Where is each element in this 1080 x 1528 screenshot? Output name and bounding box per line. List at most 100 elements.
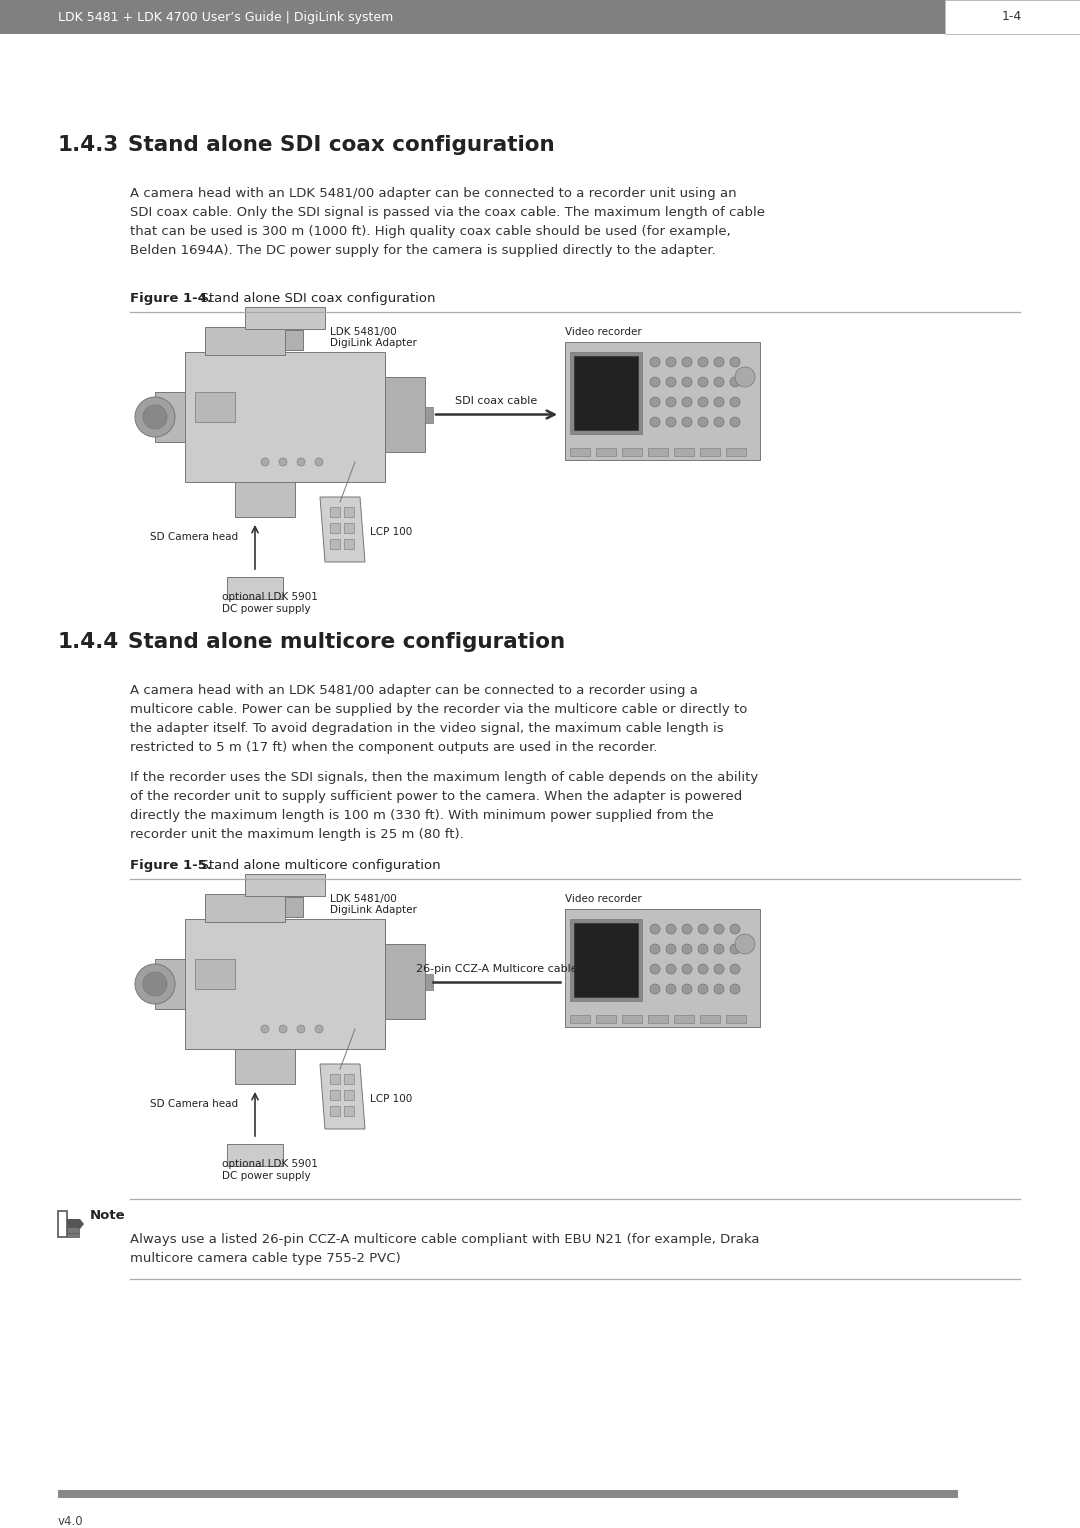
Circle shape: [666, 944, 676, 953]
Circle shape: [666, 417, 676, 426]
Bar: [185, 918, 384, 1050]
Text: DigiLink Adapter: DigiLink Adapter: [330, 338, 417, 348]
Bar: [345, 523, 354, 533]
Bar: [674, 1015, 694, 1024]
Bar: [622, 448, 642, 455]
Circle shape: [261, 458, 269, 466]
Circle shape: [650, 377, 660, 387]
Bar: [384, 377, 426, 452]
Circle shape: [730, 984, 740, 995]
Text: Note: Note: [90, 1209, 125, 1222]
Bar: [330, 1074, 340, 1083]
Circle shape: [666, 358, 676, 367]
Bar: [205, 894, 285, 921]
Bar: [596, 448, 616, 455]
Circle shape: [650, 924, 660, 934]
Text: SD Camera head: SD Camera head: [150, 532, 238, 542]
Circle shape: [135, 397, 175, 437]
Text: Stand alone multicore configuration: Stand alone multicore configuration: [192, 859, 441, 872]
Circle shape: [714, 377, 724, 387]
Bar: [648, 448, 669, 455]
Circle shape: [698, 358, 708, 367]
Text: LCP 100: LCP 100: [370, 1094, 413, 1105]
Circle shape: [681, 397, 692, 406]
Circle shape: [666, 377, 676, 387]
Circle shape: [730, 377, 740, 387]
Bar: [330, 507, 340, 516]
Circle shape: [650, 944, 660, 953]
Bar: [345, 1089, 354, 1100]
Bar: [227, 578, 283, 599]
Bar: [345, 1074, 354, 1083]
Bar: [185, 351, 384, 481]
Bar: [195, 960, 235, 989]
Bar: [945, 0, 1080, 34]
Circle shape: [730, 924, 740, 934]
Circle shape: [650, 358, 660, 367]
Text: optional LDK 5901: optional LDK 5901: [222, 1160, 318, 1169]
Circle shape: [681, 924, 692, 934]
Bar: [58, 1490, 958, 1497]
Circle shape: [666, 924, 676, 934]
Circle shape: [730, 964, 740, 973]
Text: Video recorder: Video recorder: [565, 327, 642, 338]
Text: A camera head with an LDK 5481/00 adapter can be connected to a recorder unit us: A camera head with an LDK 5481/00 adapte…: [130, 186, 765, 257]
Bar: [570, 918, 642, 1001]
Circle shape: [730, 397, 740, 406]
Circle shape: [681, 377, 692, 387]
Text: DigiLink Adapter: DigiLink Adapter: [330, 905, 417, 915]
Bar: [622, 1015, 642, 1024]
Text: LDK 5481 + LDK 4700 User’s Guide | DigiLink system: LDK 5481 + LDK 4700 User’s Guide | DigiL…: [58, 11, 393, 23]
Text: If the recorder uses the SDI signals, then the maximum length of cable depends o: If the recorder uses the SDI signals, th…: [130, 772, 758, 840]
Bar: [565, 342, 760, 460]
Bar: [227, 1144, 283, 1166]
Bar: [245, 874, 325, 895]
Circle shape: [698, 924, 708, 934]
Text: 1.4.4: 1.4.4: [58, 633, 119, 652]
Circle shape: [681, 964, 692, 973]
Circle shape: [698, 417, 708, 426]
Bar: [648, 1015, 669, 1024]
Bar: [384, 944, 426, 1019]
Circle shape: [730, 358, 740, 367]
Text: Figure 1-4.: Figure 1-4.: [130, 292, 212, 306]
Circle shape: [735, 367, 755, 387]
Circle shape: [735, 934, 755, 953]
Bar: [674, 448, 694, 455]
Bar: [245, 307, 325, 329]
Text: 26-pin CCZ-A Multicore cable: 26-pin CCZ-A Multicore cable: [416, 964, 578, 973]
Text: Stand alone multicore configuration: Stand alone multicore configuration: [113, 633, 565, 652]
Circle shape: [730, 417, 740, 426]
Circle shape: [143, 405, 167, 429]
Circle shape: [279, 1025, 287, 1033]
Text: optional LDK 5901: optional LDK 5901: [222, 591, 318, 602]
Circle shape: [297, 1025, 305, 1033]
Bar: [345, 507, 354, 516]
Text: LCP 100: LCP 100: [370, 527, 413, 536]
Text: Always use a listed 26-pin CCZ-A multicore cable compliant with EBU N21 (for exa: Always use a listed 26-pin CCZ-A multico…: [130, 1233, 759, 1265]
Bar: [285, 330, 303, 350]
Text: Video recorder: Video recorder: [565, 894, 642, 905]
Circle shape: [135, 964, 175, 1004]
Text: DC power supply: DC power supply: [222, 1170, 311, 1181]
Bar: [156, 393, 185, 442]
Bar: [573, 923, 638, 996]
Bar: [700, 448, 720, 455]
Circle shape: [315, 458, 323, 466]
Circle shape: [681, 358, 692, 367]
Text: LDK 5481/00: LDK 5481/00: [330, 894, 396, 905]
Text: 1-4: 1-4: [1002, 11, 1022, 23]
Circle shape: [698, 397, 708, 406]
Circle shape: [698, 964, 708, 973]
Bar: [426, 406, 433, 423]
Circle shape: [714, 417, 724, 426]
Bar: [67, 1233, 79, 1238]
Polygon shape: [67, 1219, 84, 1229]
Circle shape: [714, 358, 724, 367]
Circle shape: [315, 1025, 323, 1033]
Text: DC power supply: DC power supply: [222, 604, 311, 614]
Text: SD Camera head: SD Camera head: [150, 1099, 238, 1109]
Text: v4.0: v4.0: [58, 1514, 83, 1528]
Bar: [285, 897, 303, 917]
Text: Stand alone SDI coax configuration: Stand alone SDI coax configuration: [192, 292, 435, 306]
